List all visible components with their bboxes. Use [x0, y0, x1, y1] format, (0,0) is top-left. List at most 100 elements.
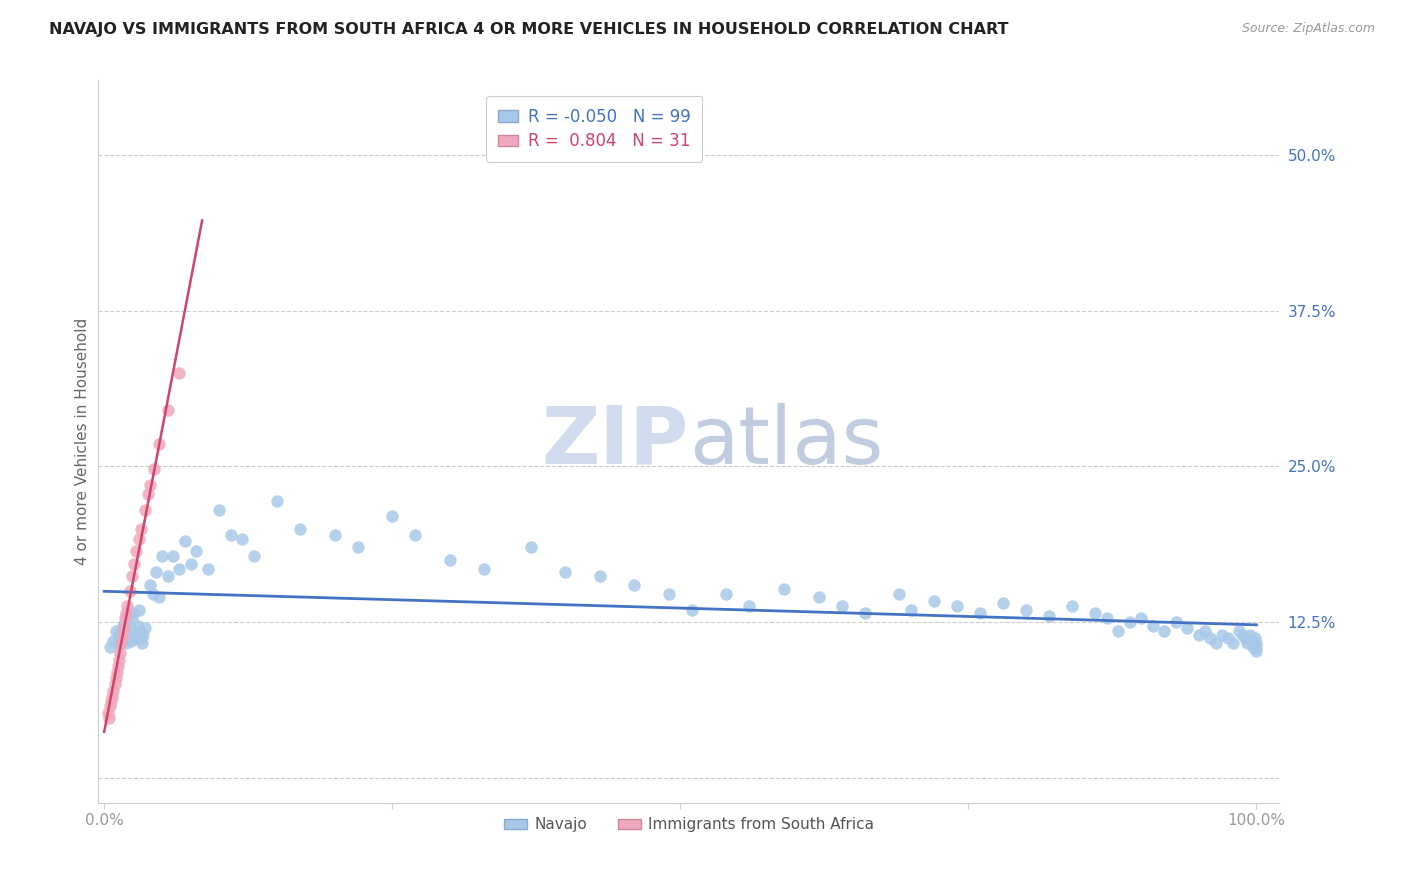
Point: [1246, 640, 1268, 654]
Text: Source: ZipAtlas.com: Source: ZipAtlas.com: [1241, 22, 1375, 36]
Point: [105, 665, 128, 679]
Point: [219, 528, 242, 542]
Point: [1142, 619, 1164, 633]
Point: [1084, 607, 1107, 621]
Point: [103, 633, 125, 648]
Point: [922, 594, 945, 608]
Point: [853, 607, 876, 621]
Point: [132, 627, 155, 641]
Point: [1222, 636, 1244, 650]
Point: [1227, 624, 1250, 638]
Point: [110, 636, 132, 650]
Point: [148, 437, 170, 451]
Point: [554, 566, 576, 580]
Point: [1239, 627, 1261, 641]
Point: [104, 671, 127, 685]
Point: [104, 624, 127, 638]
Point: [1038, 609, 1060, 624]
Point: [1118, 615, 1140, 630]
Point: [946, 599, 969, 613]
Point: [98, 640, 121, 654]
Point: [323, 528, 346, 542]
Point: [439, 553, 461, 567]
Point: [1236, 636, 1258, 650]
Point: [128, 603, 150, 617]
Point: [124, 632, 146, 646]
Point: [991, 597, 1014, 611]
Point: [115, 609, 138, 624]
Point: [162, 549, 184, 563]
Point: [243, 549, 266, 563]
Point: [129, 632, 152, 646]
Point: [142, 586, 165, 600]
Text: atlas: atlas: [689, 402, 883, 481]
Point: [738, 599, 761, 613]
Point: [180, 557, 202, 571]
Point: [110, 646, 132, 660]
Point: [1153, 624, 1175, 638]
Point: [142, 462, 165, 476]
Point: [103, 677, 125, 691]
Point: [98, 698, 121, 713]
Point: [197, 561, 219, 575]
Point: [1232, 627, 1254, 641]
Point: [807, 591, 830, 605]
Point: [1205, 636, 1227, 650]
Point: [1243, 636, 1265, 650]
Point: [145, 566, 167, 580]
Point: [120, 633, 142, 648]
Point: [1246, 636, 1268, 650]
Point: [1216, 632, 1239, 646]
Point: [588, 569, 610, 583]
Point: [1164, 615, 1187, 630]
Point: [139, 478, 162, 492]
Point: [121, 611, 143, 625]
Point: [121, 569, 143, 583]
Point: [100, 693, 122, 707]
Point: [167, 561, 190, 575]
Point: [623, 578, 645, 592]
Point: [1130, 611, 1153, 625]
Point: [97, 711, 120, 725]
Point: [111, 619, 134, 633]
Point: [115, 599, 138, 613]
Point: [288, 522, 311, 536]
Point: [134, 503, 156, 517]
Point: [150, 549, 173, 563]
Point: [131, 636, 153, 650]
Point: [231, 532, 253, 546]
Point: [1211, 627, 1233, 641]
Point: [681, 603, 703, 617]
Point: [148, 591, 170, 605]
Point: [969, 607, 991, 621]
Point: [1188, 627, 1211, 641]
Point: [346, 541, 368, 555]
Point: [122, 624, 145, 638]
Point: [122, 607, 145, 621]
Point: [110, 632, 132, 646]
Point: [519, 541, 541, 555]
Point: [136, 487, 159, 501]
Point: [186, 544, 208, 558]
Text: NAVAJO VS IMMIGRANTS FROM SOUTH AFRICA 4 OR MORE VEHICLES IN HOUSEHOLD CORRELATI: NAVAJO VS IMMIGRANTS FROM SOUTH AFRICA 4…: [49, 22, 1008, 37]
Point: [716, 586, 738, 600]
Point: [831, 599, 853, 613]
Point: [101, 690, 124, 704]
Point: [1015, 603, 1038, 617]
Point: [404, 528, 426, 542]
Point: [107, 636, 129, 650]
Point: [103, 683, 125, 698]
Point: [1194, 624, 1216, 638]
Point: [118, 584, 141, 599]
Point: [900, 603, 922, 617]
Point: [108, 627, 131, 641]
Point: [1244, 632, 1267, 646]
Point: [107, 658, 129, 673]
Point: [114, 615, 136, 630]
Point: [1240, 633, 1263, 648]
Point: [128, 532, 150, 546]
Point: [1199, 632, 1222, 646]
Point: [139, 578, 162, 592]
Point: [1095, 611, 1118, 625]
Point: [156, 569, 179, 583]
